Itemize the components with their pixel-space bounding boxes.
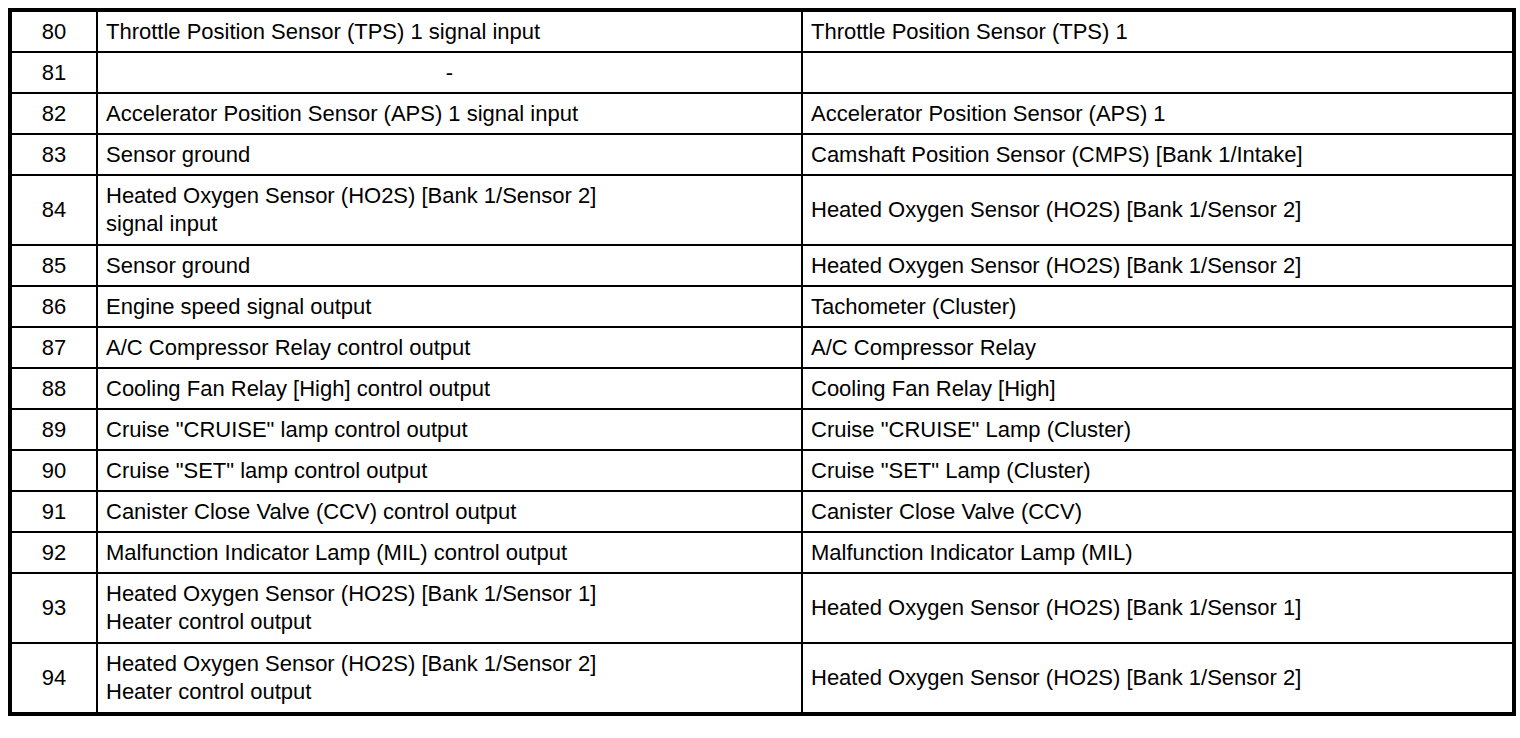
pin-number: 82 — [10, 93, 97, 134]
pin-connected-to: Camshaft Position Sensor (CMPS) [Bank 1/… — [802, 134, 1514, 175]
pin-description: Sensor ground — [97, 134, 802, 175]
pin-number: 81 — [10, 52, 97, 93]
pin-connected-to: Heated Oxygen Sensor (HO2S) [Bank 1/Sens… — [802, 573, 1514, 643]
table-row: 83 Sensor ground Camshaft Position Senso… — [10, 134, 1514, 175]
pin-connected-to: A/C Compressor Relay — [802, 327, 1514, 368]
pin-number: 88 — [10, 368, 97, 409]
pin-connected-to: Cooling Fan Relay [High] — [802, 368, 1514, 409]
table-row: 91 Canister Close Valve (CCV) control ou… — [10, 491, 1514, 532]
table-row: 84 Heated Oxygen Sensor (HO2S) [Bank 1/S… — [10, 175, 1514, 245]
pin-description: - — [97, 52, 802, 93]
pin-connected-to: Heated Oxygen Sensor (HO2S) [Bank 1/Sens… — [802, 245, 1514, 286]
pin-description: Throttle Position Sensor (TPS) 1 signal … — [97, 10, 802, 52]
pin-number: 85 — [10, 245, 97, 286]
pin-number: 90 — [10, 450, 97, 491]
table-row: 87 A/C Compressor Relay control output A… — [10, 327, 1514, 368]
pin-number: 92 — [10, 532, 97, 573]
pin-connected-to: Cruise "SET" Lamp (Cluster) — [802, 450, 1514, 491]
pin-connected-to: Tachometer (Cluster) — [802, 286, 1514, 327]
pin-description: Heated Oxygen Sensor (HO2S) [Bank 1/Sens… — [97, 643, 802, 714]
pin-number: 86 — [10, 286, 97, 327]
pin-description: Heated Oxygen Sensor (HO2S) [Bank 1/Sens… — [97, 573, 802, 643]
table-row: 86 Engine speed signal output Tachometer… — [10, 286, 1514, 327]
pin-connected-to: Heated Oxygen Sensor (HO2S) [Bank 1/Sens… — [802, 175, 1514, 245]
pin-number: 80 — [10, 10, 97, 52]
table-row: 94 Heated Oxygen Sensor (HO2S) [Bank 1/S… — [10, 643, 1514, 714]
pin-description: Accelerator Position Sensor (APS) 1 sign… — [97, 93, 802, 134]
pin-connected-to: Accelerator Position Sensor (APS) 1 — [802, 93, 1514, 134]
pin-number: 93 — [10, 573, 97, 643]
pin-connected-to: Throttle Position Sensor (TPS) 1 — [802, 10, 1514, 52]
pin-number: 91 — [10, 491, 97, 532]
table-row: 93 Heated Oxygen Sensor (HO2S) [Bank 1/S… — [10, 573, 1514, 643]
table-row: 92 Malfunction Indicator Lamp (MIL) cont… — [10, 532, 1514, 573]
table-row: 81 - — [10, 52, 1514, 93]
pin-assignment-table: 80 Throttle Position Sensor (TPS) 1 sign… — [8, 8, 1516, 716]
pin-connected-to: Heated Oxygen Sensor (HO2S) [Bank 1/Sens… — [802, 643, 1514, 714]
pin-number: 84 — [10, 175, 97, 245]
pin-description: Engine speed signal output — [97, 286, 802, 327]
table-row: 90 Cruise "SET" lamp control output Crui… — [10, 450, 1514, 491]
pin-description: Cooling Fan Relay [High] control output — [97, 368, 802, 409]
table-row: 88 Cooling Fan Relay [High] control outp… — [10, 368, 1514, 409]
pin-connected-to — [802, 52, 1514, 93]
pin-connected-to: Cruise "CRUISE" Lamp (Cluster) — [802, 409, 1514, 450]
table-row: 85 Sensor ground Heated Oxygen Sensor (H… — [10, 245, 1514, 286]
pin-connected-to: Malfunction Indicator Lamp (MIL) — [802, 532, 1514, 573]
pin-number: 83 — [10, 134, 97, 175]
pin-description: Malfunction Indicator Lamp (MIL) control… — [97, 532, 802, 573]
pin-description: Sensor ground — [97, 245, 802, 286]
table-row: 80 Throttle Position Sensor (TPS) 1 sign… — [10, 10, 1514, 52]
pin-number: 89 — [10, 409, 97, 450]
table-row: 89 Cruise "CRUISE" lamp control output C… — [10, 409, 1514, 450]
pin-number: 94 — [10, 643, 97, 714]
pin-connected-to: Canister Close Valve (CCV) — [802, 491, 1514, 532]
pin-description: A/C Compressor Relay control output — [97, 327, 802, 368]
pin-description: Cruise "CRUISE" lamp control output — [97, 409, 802, 450]
pin-number: 87 — [10, 327, 97, 368]
pin-description: Heated Oxygen Sensor (HO2S) [Bank 1/Sens… — [97, 175, 802, 245]
pin-description: Canister Close Valve (CCV) control outpu… — [97, 491, 802, 532]
table-row: 82 Accelerator Position Sensor (APS) 1 s… — [10, 93, 1514, 134]
pin-description: Cruise "SET" lamp control output — [97, 450, 802, 491]
